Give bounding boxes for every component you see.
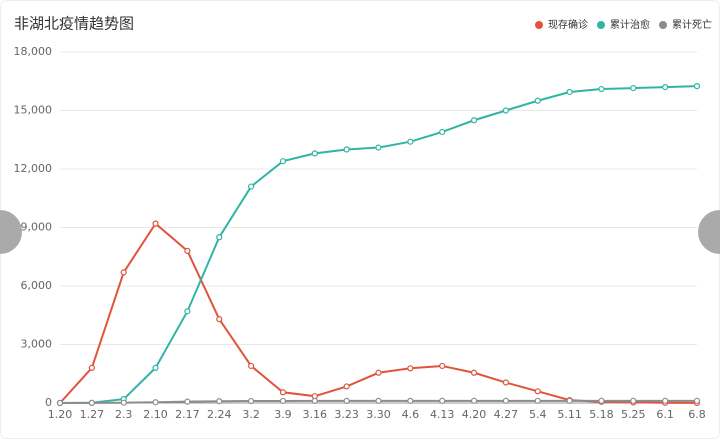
point [120,399,127,406]
point [88,399,95,407]
x-tick-label: 5.4 [529,408,547,421]
point [407,397,414,404]
point [343,383,350,390]
point [439,362,446,370]
point [470,369,478,376]
x-tick-label: 2.24 [207,408,232,421]
point [534,388,541,395]
x-tick-label: 4.13 [430,408,455,421]
point [630,84,637,92]
point [248,397,255,405]
legend-marker [535,21,543,29]
next-button[interactable] [698,210,720,254]
point [248,362,255,370]
point [152,220,159,227]
y-tick-label: 18,000 [14,45,53,58]
point [311,150,318,157]
point [375,397,382,404]
point [279,389,287,396]
point [439,128,446,136]
x-tick-label: 1.20 [48,408,73,421]
point [216,234,223,241]
point [693,83,701,90]
point [566,397,573,404]
point [152,364,159,371]
point [439,397,446,404]
y-tick-label: 15,000 [14,104,53,117]
prev-button[interactable] [0,210,22,254]
legend-marker [659,21,667,29]
point [534,97,541,104]
x-tick-label: 4.20 [462,408,487,421]
point [184,398,191,405]
y-tick-label: 6,000 [21,279,53,292]
point [502,397,509,404]
point [279,158,287,165]
x-tick-label: 6.1 [656,408,674,421]
point [88,364,95,371]
point [56,399,64,407]
x-tick-label: 3.2 [242,408,260,421]
y-tick-label: 0 [45,396,52,409]
point [120,269,127,276]
x-tick-label: 2.10 [143,408,168,421]
y-tick-label: 3,000 [21,338,53,351]
point [216,398,223,405]
point [407,138,414,145]
point [502,379,509,386]
point [566,88,573,96]
legend-label: 累计死亡 [672,18,712,31]
x-tick-label: 3.30 [366,408,391,421]
point [598,85,605,93]
point [248,183,255,190]
point [375,369,382,376]
point [375,144,382,151]
x-tick-label: 5.25 [621,408,646,421]
point [502,107,509,114]
point [343,397,350,404]
x-tick-label: 4.6 [402,408,420,421]
chart-title: 非湖北疫情趋势图 [14,15,134,33]
point [534,397,541,404]
point [184,247,191,254]
x-tick-label: 1.27 [80,408,105,421]
point [598,397,605,404]
legend-marker [597,21,605,29]
x-tick-label: 3.23 [334,408,359,421]
point [216,316,223,323]
y-tick-label: 9,000 [21,221,53,234]
x-tick-label: 3.16 [303,408,328,421]
x-tick-label: 5.11 [557,408,582,421]
point [662,397,669,404]
x-tick-label: 3.9 [274,408,292,421]
point [279,397,287,405]
point [630,397,637,404]
point [311,397,318,405]
point [343,146,350,153]
point [470,397,478,404]
point [407,365,414,372]
legend-label: 累计治愈 [610,18,650,31]
x-tick-label: 4.27 [494,408,519,421]
point [470,117,478,124]
point [152,399,159,406]
x-tick-label: 6.8 [688,408,706,421]
x-tick-label: 5.18 [589,408,614,421]
y-tick-label: 12,000 [14,162,53,175]
point [184,308,191,315]
x-tick-label: 2.17 [175,408,200,421]
legend-label: 现存确诊 [548,18,588,31]
point [693,397,701,404]
point [662,83,669,91]
x-tick-label: 2.3 [115,408,133,421]
